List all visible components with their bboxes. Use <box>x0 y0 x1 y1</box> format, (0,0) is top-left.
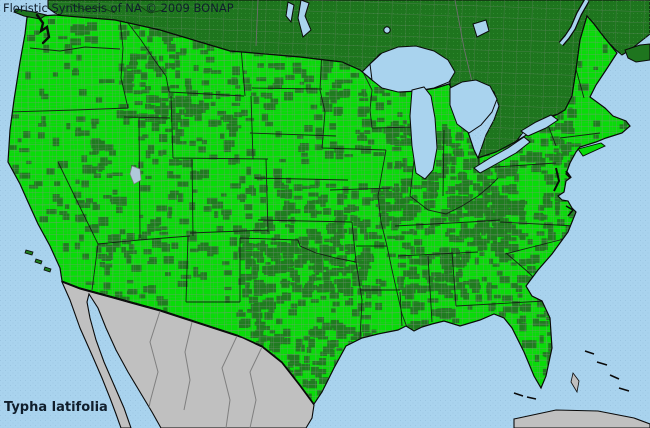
lake-winnipegosis <box>285 1 295 24</box>
andros-island <box>570 372 580 394</box>
puget-sound <box>35 13 51 45</box>
canada-region <box>47 0 650 159</box>
channel-islands <box>24 249 52 273</box>
pamlico-sound <box>565 205 575 217</box>
cuba <box>513 409 650 428</box>
mexico-region <box>61 281 315 428</box>
species-name-label: Typha latifolia <box>4 400 108 415</box>
lake-ontario <box>520 114 559 137</box>
st-lawrence-river <box>558 0 590 46</box>
lake-superior <box>369 45 456 93</box>
mexico-state-border <box>145 310 263 428</box>
map-title: Floristic Synthesis of NA © 2009 BONAP <box>3 1 234 15</box>
great-lakes <box>285 0 559 180</box>
lake-huron <box>449 79 498 134</box>
lake-michigan <box>409 86 438 180</box>
lake-nipigon <box>472 19 490 38</box>
long-island <box>577 142 606 157</box>
great-salt-lake <box>129 165 142 185</box>
lake-winnipeg <box>297 0 312 38</box>
canada-river <box>69 3 164 14</box>
province-border <box>255 0 474 87</box>
chesapeake-bay <box>553 167 572 192</box>
florida-keys <box>513 392 537 400</box>
lake-erie <box>473 136 531 174</box>
bahamas <box>570 350 630 394</box>
united-states-region <box>7 14 631 405</box>
lake-of-the-woods <box>383 26 391 34</box>
nova-scotia <box>624 43 650 63</box>
